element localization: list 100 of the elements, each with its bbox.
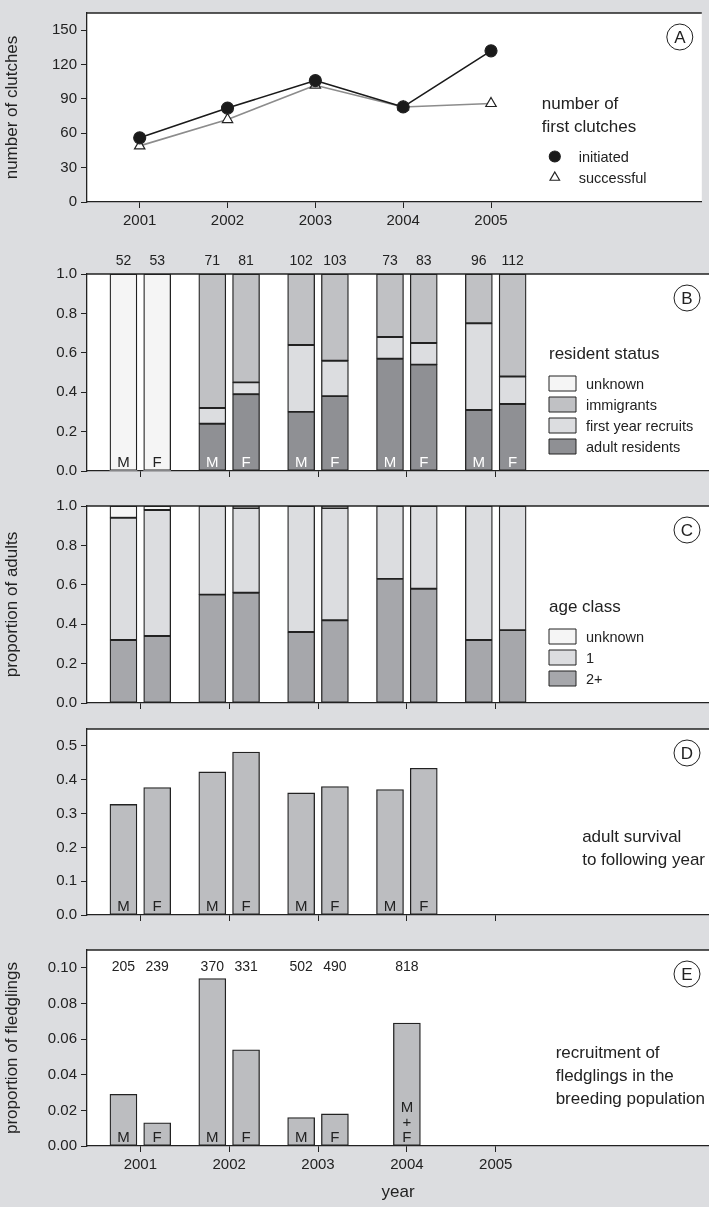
annotation: 818 bbox=[395, 957, 419, 974]
annotation: F bbox=[330, 1127, 340, 1145]
annotation: 239 bbox=[145, 957, 170, 974]
y-tick-label: 0.4 bbox=[56, 769, 77, 787]
y-tick-label: 0.8 bbox=[56, 303, 77, 321]
x-tick-label: 2003 bbox=[301, 1155, 335, 1173]
legend-label: first year recruits bbox=[586, 417, 694, 434]
annotation: 490 bbox=[323, 957, 347, 974]
annotation: M bbox=[206, 452, 219, 470]
annotation: M bbox=[472, 452, 486, 470]
y-tick-label: 30 bbox=[60, 157, 77, 175]
annotation: A bbox=[674, 27, 687, 47]
annotation: F bbox=[152, 896, 162, 914]
y-tick-label: 0.8 bbox=[56, 535, 77, 553]
legend-label: 2+ bbox=[586, 670, 603, 687]
x-tick-label: 2004 bbox=[390, 1155, 424, 1173]
annotation: F bbox=[330, 452, 340, 470]
annotation: M + F bbox=[400, 1097, 414, 1145]
y-tick-label: 0.2 bbox=[56, 837, 77, 855]
y-tick-label: 0.04 bbox=[47, 1064, 77, 1082]
y-tick-label: 0.06 bbox=[47, 1029, 77, 1047]
annotation: M bbox=[117, 1127, 130, 1145]
annotation: E bbox=[681, 964, 693, 984]
x-axis-title: year bbox=[381, 1182, 415, 1202]
y-tick-label: 1.0 bbox=[56, 496, 77, 514]
x-tick-label: 2003 bbox=[298, 211, 333, 229]
text: 103 bbox=[323, 251, 347, 268]
text: 96 bbox=[471, 251, 487, 268]
y-axis-title: proportion of adults bbox=[1, 531, 21, 678]
y-tick-label: 0.6 bbox=[56, 342, 77, 360]
text: 81 bbox=[238, 251, 255, 268]
y-tick-label: 0.08 bbox=[47, 993, 77, 1011]
annotation: F bbox=[241, 896, 251, 914]
annotation: M bbox=[383, 452, 397, 470]
legend-label: 1 bbox=[586, 649, 595, 666]
y-tick-label: 0.4 bbox=[56, 614, 77, 632]
text: 53 bbox=[149, 251, 166, 268]
y-tick-label: 0.0 bbox=[56, 693, 77, 711]
legend-title: resident status bbox=[549, 344, 660, 364]
y-tick-label: 0.10 bbox=[47, 957, 77, 975]
text: 112 bbox=[501, 251, 524, 268]
text: 73 bbox=[382, 251, 398, 268]
annotation: D bbox=[680, 743, 694, 763]
annotation: M bbox=[383, 896, 397, 914]
annotation: 331 bbox=[234, 957, 258, 974]
y-tick-label: 0.2 bbox=[56, 421, 77, 439]
legend-title: number of first clutches bbox=[541, 94, 637, 137]
annotation: F bbox=[419, 452, 429, 470]
y-tick-label: 60 bbox=[60, 123, 77, 141]
annotation: C bbox=[680, 520, 694, 540]
x-tick-label: 2005 bbox=[479, 1155, 513, 1173]
y-axis-title: proportion of fledglings bbox=[1, 961, 21, 1135]
annotation: F bbox=[152, 1127, 162, 1145]
annotation: F bbox=[241, 1127, 251, 1145]
x-tick-label: 2002 bbox=[210, 211, 245, 229]
text: 71 bbox=[204, 251, 221, 268]
annotation: 370 bbox=[200, 957, 225, 974]
annotation: F bbox=[508, 452, 518, 470]
y-tick-label: 0 bbox=[68, 192, 77, 210]
legend-label: initiated bbox=[578, 148, 629, 165]
y-tick-label: 0.1 bbox=[56, 871, 77, 889]
annotation: 205 bbox=[111, 957, 136, 974]
annotation: F bbox=[152, 452, 162, 470]
legend-label: successful bbox=[578, 169, 647, 186]
annotation: M bbox=[294, 896, 308, 914]
legend-label: adult residents bbox=[586, 438, 681, 455]
y-tick-label: 0.0 bbox=[56, 461, 77, 479]
y-tick-label: 0.02 bbox=[47, 1100, 77, 1118]
y-tick-label: 0.00 bbox=[47, 1136, 77, 1154]
annotation: recruitment of fledglings in the breeding population bbox=[555, 1043, 706, 1109]
y-tick-label: 90 bbox=[60, 89, 77, 107]
annotation: M bbox=[294, 1127, 308, 1145]
y-axis-title: number of clutches bbox=[1, 35, 21, 180]
annotation: F bbox=[419, 896, 429, 914]
legend-label: unknown bbox=[586, 628, 645, 645]
x-tick-label: 2002 bbox=[212, 1155, 246, 1173]
y-tick-label: 0.5 bbox=[56, 736, 77, 754]
y-tick-label: 1.0 bbox=[56, 264, 77, 282]
y-tick-label: 150 bbox=[51, 20, 77, 38]
y-tick-label: 0.2 bbox=[56, 653, 77, 671]
y-tick-label: 0.3 bbox=[56, 803, 77, 821]
annotation: F bbox=[330, 896, 340, 914]
text: 83 bbox=[415, 251, 432, 268]
y-tick-label: 0.6 bbox=[56, 574, 77, 592]
y-tick-label: 0.4 bbox=[56, 382, 77, 400]
annotation: M bbox=[117, 896, 130, 914]
y-tick-label: 0.0 bbox=[56, 905, 77, 923]
legend-label: unknown bbox=[586, 375, 645, 392]
annotation: M bbox=[294, 452, 308, 470]
x-tick-label: 2005 bbox=[474, 211, 508, 229]
text: 102 bbox=[289, 251, 314, 268]
annotation: M bbox=[206, 896, 219, 914]
annotation: adult survival to following year bbox=[582, 826, 706, 869]
legend-title: age class bbox=[549, 597, 621, 617]
x-tick-label: 2001 bbox=[123, 1155, 157, 1173]
y-tick-label: 120 bbox=[51, 54, 77, 72]
legend-label: immigrants bbox=[586, 396, 657, 413]
annotation: M bbox=[206, 1127, 219, 1145]
x-tick-label: 2001 bbox=[123, 211, 157, 229]
annotation: M bbox=[117, 452, 130, 470]
